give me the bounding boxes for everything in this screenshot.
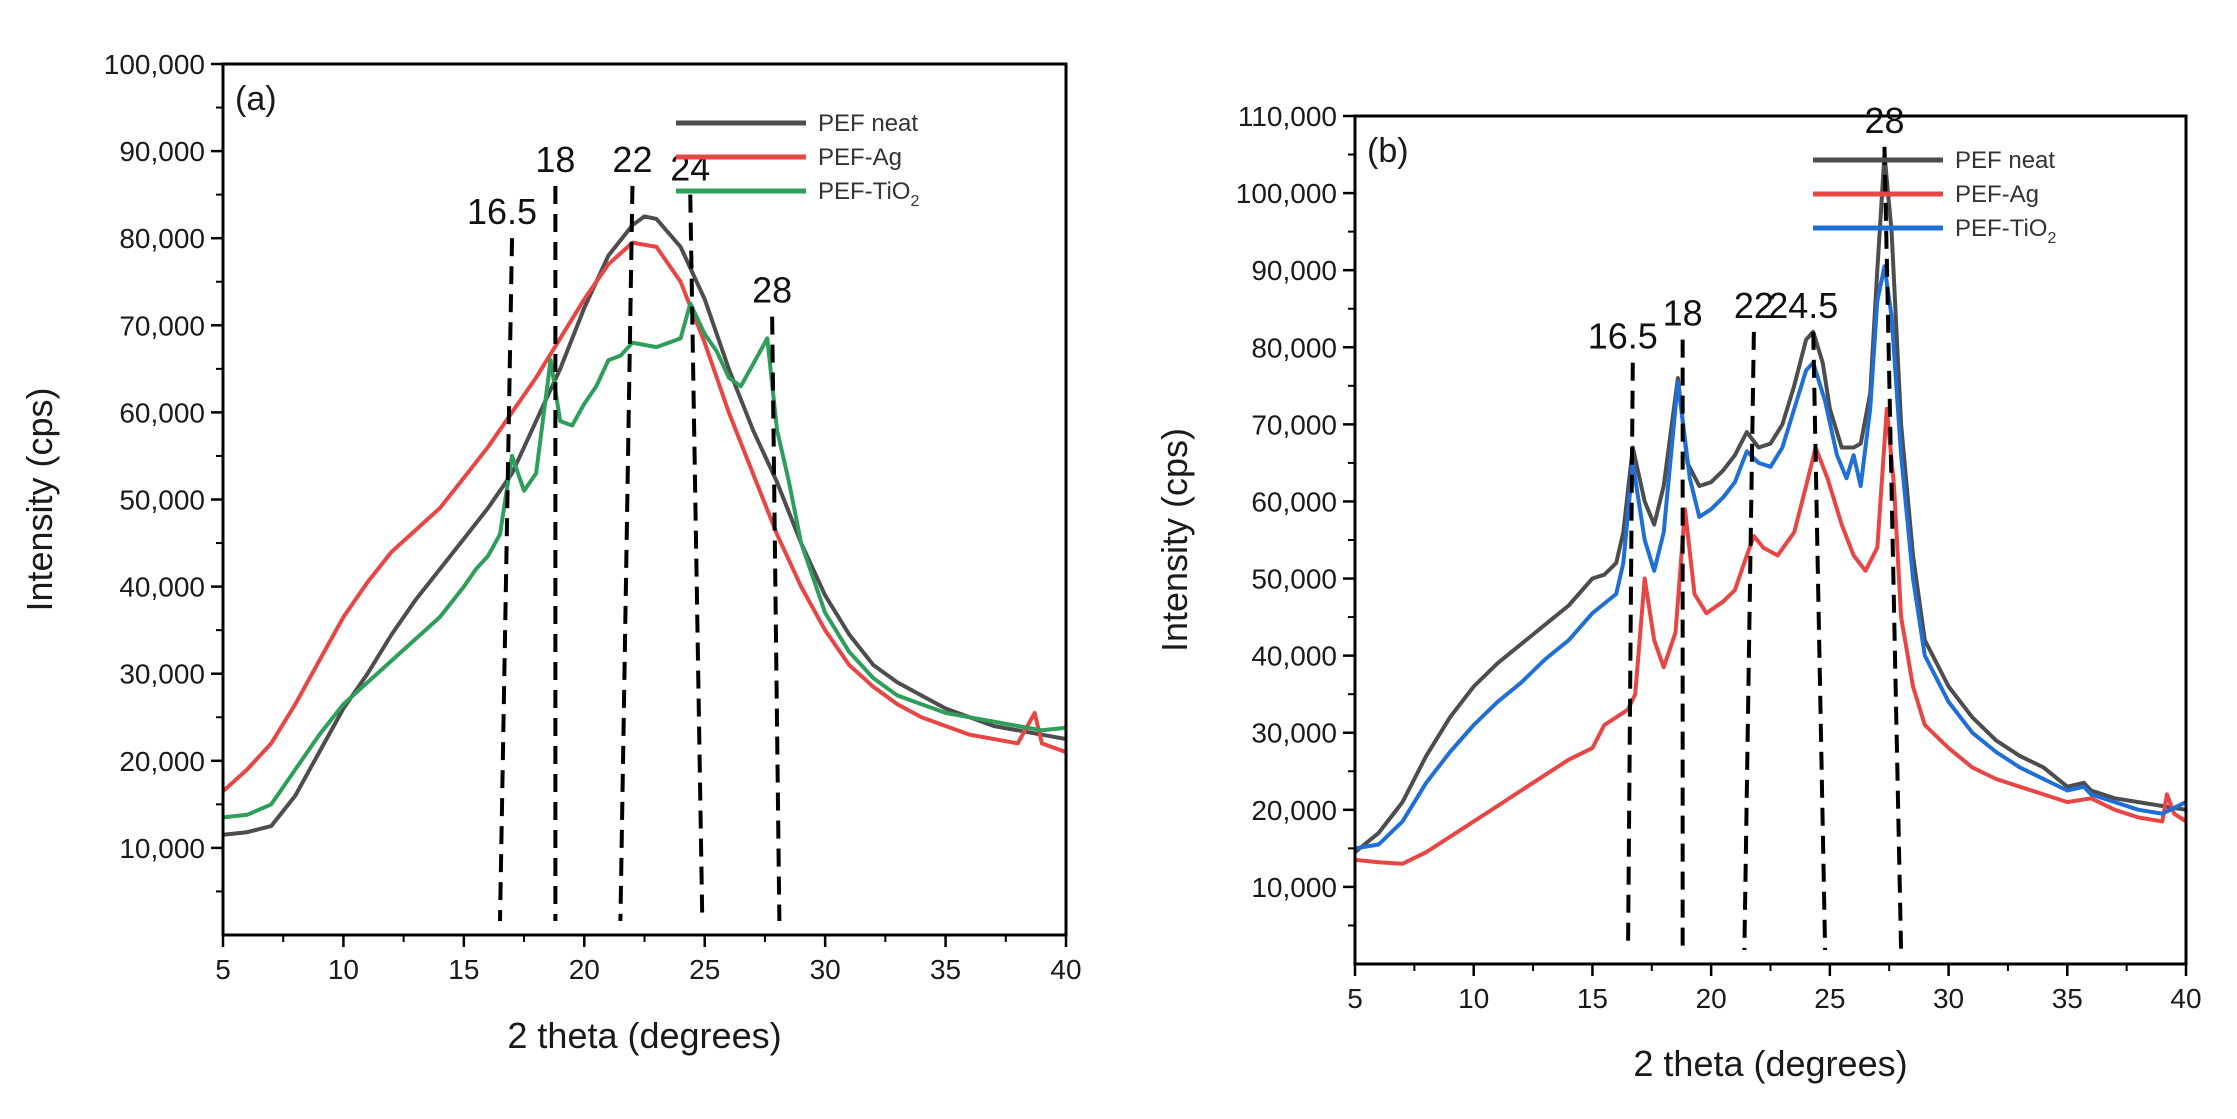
x-tick-label: 20: [1696, 983, 1727, 1014]
x-axis-title: 2 theta (degrees): [507, 1015, 781, 1056]
y-tick-label: 10,000: [1251, 872, 1337, 903]
legend-label-subscript: 2: [2047, 230, 2056, 247]
x-tick-label: 35: [930, 954, 961, 985]
legend-label: PEF-TiO2: [1955, 215, 2056, 247]
y-tick-label: 90,000: [1251, 255, 1337, 286]
x-tick-label: 30: [810, 954, 841, 985]
y-tick-label: 20,000: [119, 746, 205, 777]
legend-label-subscript: 2: [910, 193, 919, 210]
chart-panel-a: 16.5 18 22 24 28 5 10 15 20 25 30 35 40 10,000 20,000 3…: [19, 49, 1082, 1056]
series-line-pef-ag: [223, 240, 1066, 793]
x-tick-label: 10: [1458, 983, 1489, 1014]
peak-label: 28: [1864, 100, 1904, 141]
y-tick-label: 50,000: [1251, 564, 1337, 595]
y-axis-title: Intensity (cps): [1154, 428, 1195, 652]
x-tick-label: 20: [569, 954, 600, 985]
x-axis-title: 2 theta (degrees): [1633, 1043, 1907, 1084]
x-tick-label: 15: [1577, 983, 1608, 1014]
peak-marker-line: [1626, 362, 1635, 951]
panel-label: (b): [1367, 132, 1409, 170]
peak-label: 22: [612, 139, 652, 180]
legend-label: PEF neat: [1955, 147, 2055, 174]
series-line-pef-neat: [223, 214, 1066, 837]
x-tick-label: 5: [215, 954, 231, 985]
peak-label: 16.5: [467, 191, 537, 232]
x-tick-label: 40: [1050, 954, 1081, 985]
x-tick-label: 5: [1347, 983, 1363, 1014]
series-line-pef-neat: [1355, 152, 2186, 854]
legend-label: PEF neat: [818, 110, 918, 137]
plot-frame: [221, 62, 1068, 937]
x-tick-label: 35: [2052, 983, 2083, 1014]
x-tick-label: 25: [1814, 983, 1845, 1014]
peak-label: 22: [1734, 285, 1774, 326]
x-tick-label: 30: [1933, 983, 1964, 1014]
plot-frame: [1353, 114, 2188, 966]
x-tick-label: 40: [2170, 983, 2201, 1014]
legend-label-main: PEF-TiO: [818, 178, 910, 205]
legend-label-main: PEF-TiO: [1955, 215, 2047, 242]
y-tick-label: 70,000: [119, 310, 205, 341]
peak-label: 18: [1663, 293, 1703, 334]
peak-label: 28: [752, 270, 792, 311]
y-tick-label: 10,000: [119, 833, 205, 864]
peak-label: 16.5: [1588, 316, 1658, 357]
legend-label: PEF-TiO2: [818, 178, 919, 210]
y-tick-label: 100,000: [104, 49, 205, 80]
peak-marker-line: [770, 316, 782, 922]
y-axis-title: Intensity (cps): [19, 387, 60, 611]
peak-label: 18: [535, 139, 575, 180]
y-tick-label: 100,000: [1236, 178, 1337, 209]
panel-label: (a): [235, 80, 277, 118]
peak-label: 24.5: [1768, 285, 1838, 326]
legend: PEF neat PEF-Ag PEF-TiO2: [1813, 147, 2056, 247]
series-line-pef-tio2: [1355, 264, 2186, 851]
peak-marker-line: [618, 185, 635, 922]
legend-label: PEF-Ag: [818, 144, 902, 171]
legend: PEF neat PEF-Ag PEF-TiO2: [676, 110, 919, 210]
legend-label: PEF-Ag: [1955, 181, 2039, 208]
y-tick-label: 110,000: [1238, 101, 1337, 132]
y-tick-label: 70,000: [1251, 409, 1337, 440]
y-tick-label: 80,000: [1251, 332, 1337, 363]
series-line-pef-tio2: [223, 301, 1066, 820]
peak-marker-line: [1882, 146, 1904, 951]
peak-marker-line: [1811, 331, 1828, 951]
peak-marker-line: [1742, 331, 1756, 951]
series-line-pef-ag: [1355, 406, 2186, 866]
y-tick-label: 20,000: [1251, 795, 1337, 826]
y-tick-label: 40,000: [1251, 641, 1337, 672]
y-tick-label: 30,000: [119, 659, 205, 690]
x-tick-label: 10: [328, 954, 359, 985]
y-tick-label: 90,000: [119, 136, 205, 167]
y-tick-label: 60,000: [1251, 486, 1337, 517]
x-tick-label: 15: [448, 954, 479, 985]
y-tick-label: 60,000: [119, 397, 205, 428]
peak-marker-line: [497, 238, 515, 922]
y-tick-label: 30,000: [1251, 718, 1337, 749]
y-tick-label: 80,000: [119, 223, 205, 254]
peak-label: 24: [670, 148, 710, 189]
x-tick-label: 25: [689, 954, 720, 985]
y-tick-label: 40,000: [119, 572, 205, 603]
y-tick-label: 50,000: [119, 485, 205, 516]
peak-marker-line: [688, 194, 705, 922]
